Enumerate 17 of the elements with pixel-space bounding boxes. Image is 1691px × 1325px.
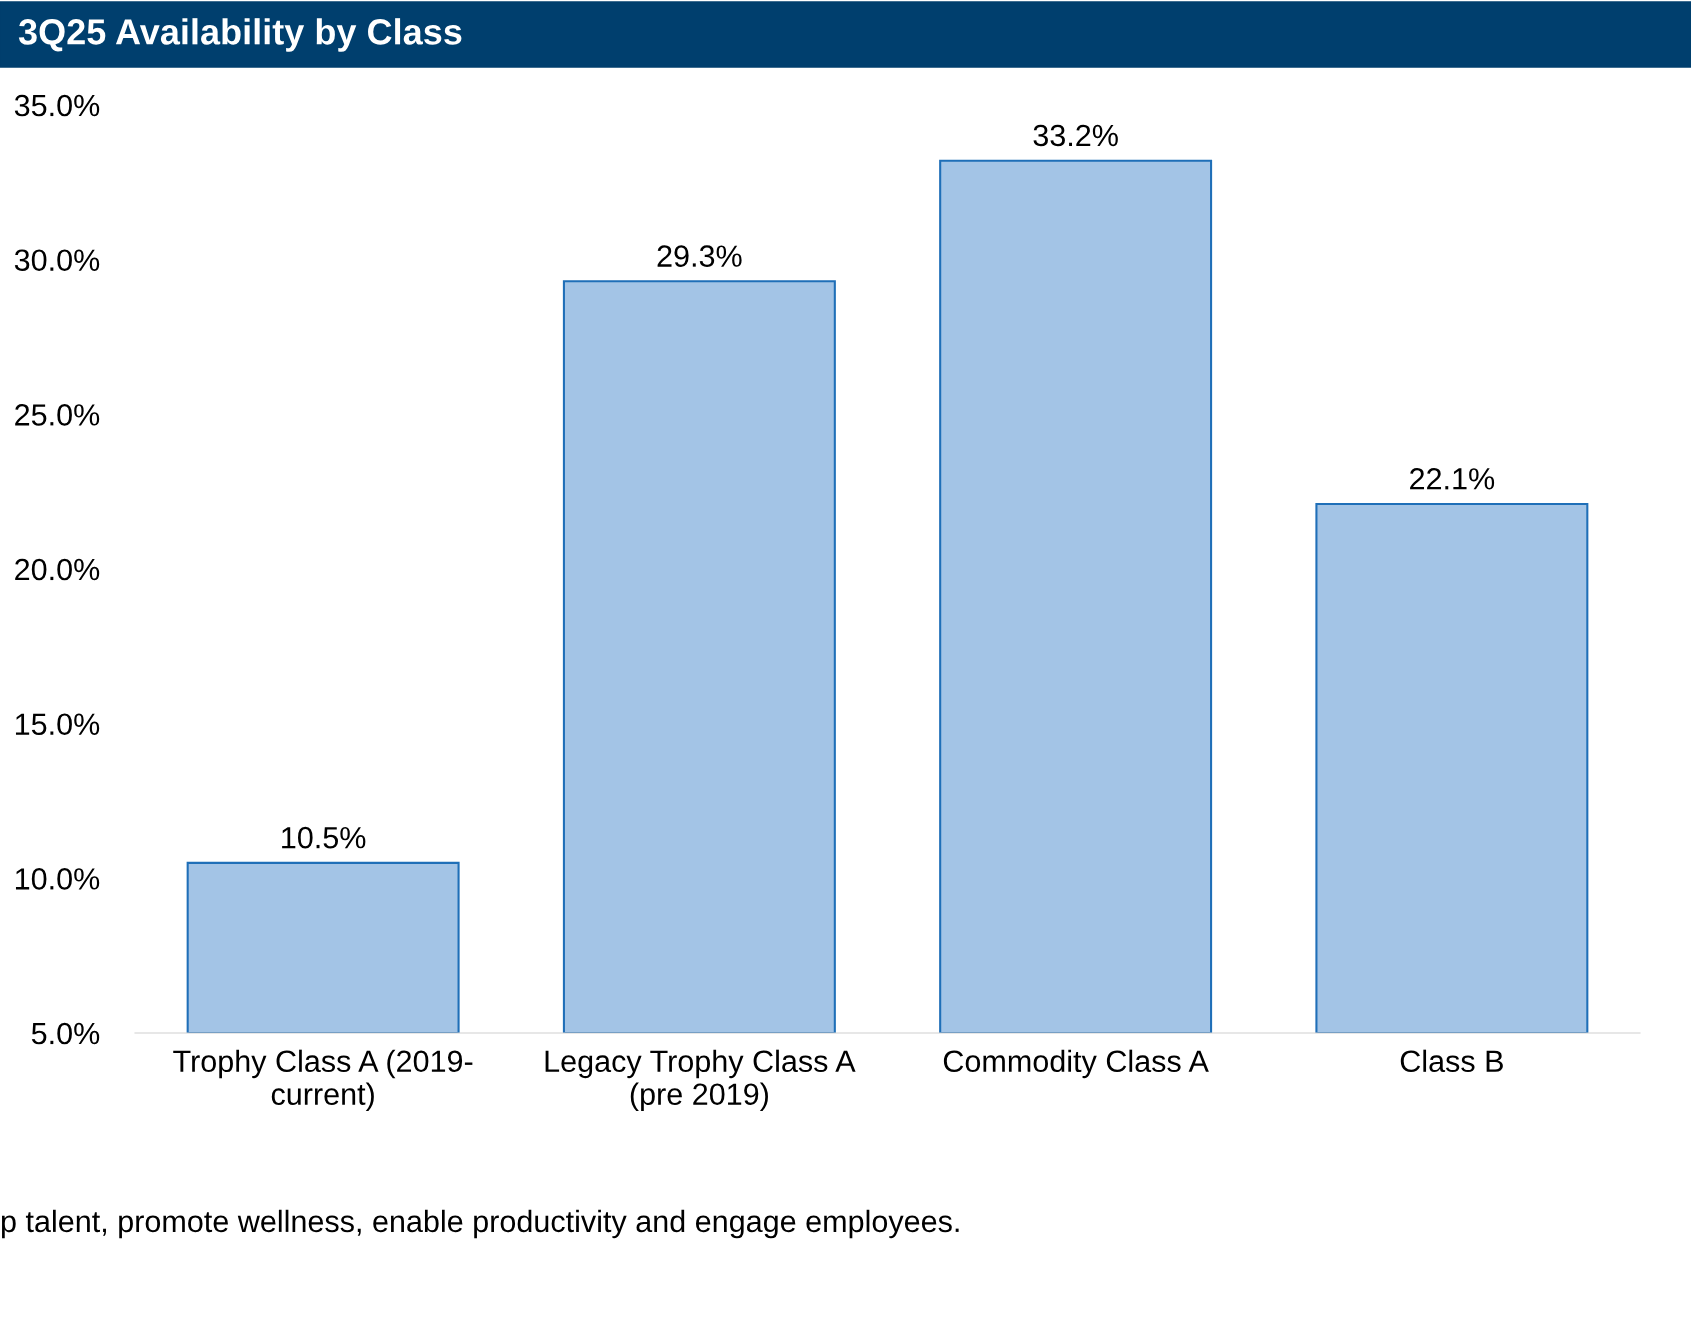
y-tick-label: 10.0% xyxy=(15,868,100,890)
x-tick-label: Class B xyxy=(1400,1049,1503,1073)
data-label: 22.1% xyxy=(1410,468,1495,490)
y-tick-label: 5.0% xyxy=(31,1022,100,1045)
y-tick-label: 20.0% xyxy=(15,558,100,581)
y-tick-label: 35.0% xyxy=(14,94,100,117)
data-label: 29.3% xyxy=(657,245,742,267)
data-label: 10.5% xyxy=(282,826,366,849)
y-tick-label: 30.0% xyxy=(14,249,100,272)
text: p talent, promote wellness, enable productivity and engage employees. xyxy=(1,1209,959,1239)
x-tick-label: Commodity Class A xyxy=(943,1049,1209,1079)
data-label: 33.2% xyxy=(1033,124,1118,147)
y-tick-label: 25.0% xyxy=(15,404,100,426)
chart-title: 3Q25 Availability by Class xyxy=(18,18,462,52)
y-tick-label: 15.0% xyxy=(15,713,100,736)
x-tick-label: Legacy Trophy Class A (pre 2019) xyxy=(545,1049,856,1112)
x-tick-label: Trophy Class A (2019- current) xyxy=(173,1049,473,1112)
